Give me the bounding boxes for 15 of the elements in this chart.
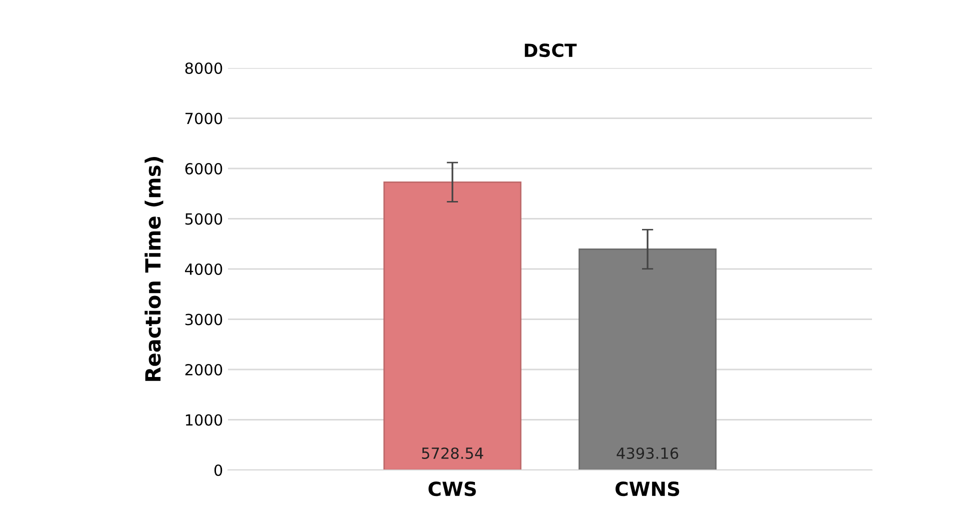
- y-tick-label: 2000: [185, 364, 222, 376]
- y-tick-label: 3000: [185, 314, 222, 326]
- x-tick-label: CWS: [428, 481, 476, 496]
- y-tick-label: 5000: [185, 213, 222, 225]
- chart-title: DSCT: [524, 43, 577, 58]
- data-label: 4393.16: [616, 447, 678, 459]
- y-tick-label: 4000: [185, 263, 222, 276]
- y-tick-label: 0: [214, 464, 222, 476]
- y-tick-label: 7000: [186, 112, 222, 124]
- y-axis-title: Reaction Time (ms): [144, 156, 164, 381]
- x-tick-label: CWNS: [616, 481, 680, 496]
- y-tick-label: 8000: [185, 62, 222, 74]
- data-label: 5728.54: [422, 447, 484, 459]
- y-tick-label: 1000: [186, 414, 222, 426]
- y-tick-label: 6000: [185, 162, 222, 175]
